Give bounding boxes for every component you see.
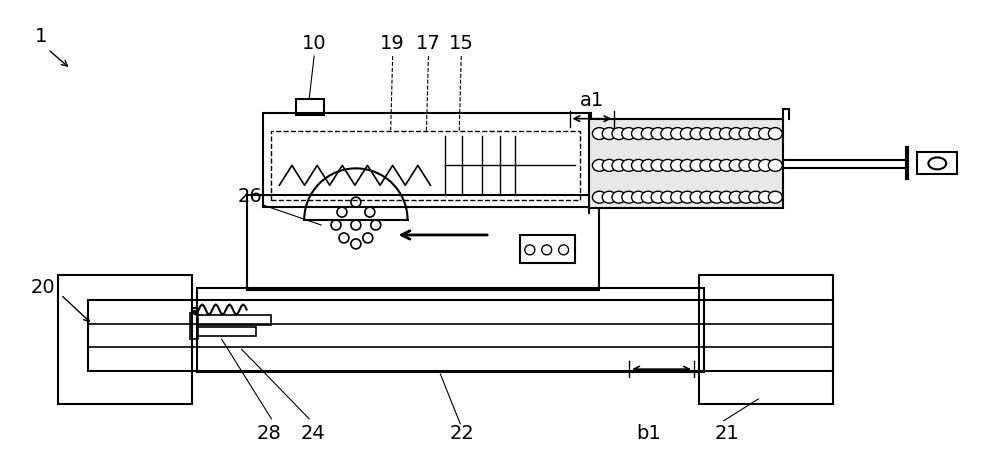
Ellipse shape (661, 159, 675, 171)
Ellipse shape (700, 128, 714, 139)
Ellipse shape (690, 191, 704, 203)
Ellipse shape (749, 159, 763, 171)
Ellipse shape (661, 191, 675, 203)
Bar (520, 235, 575, 263)
Text: 21: 21 (714, 424, 739, 443)
Ellipse shape (729, 191, 743, 203)
Text: 17: 17 (416, 34, 441, 53)
Ellipse shape (729, 128, 743, 139)
Ellipse shape (602, 191, 616, 203)
Ellipse shape (651, 191, 665, 203)
Ellipse shape (739, 191, 753, 203)
Ellipse shape (612, 159, 626, 171)
Ellipse shape (729, 159, 743, 171)
Ellipse shape (690, 128, 704, 139)
Ellipse shape (592, 191, 606, 203)
Ellipse shape (739, 159, 753, 171)
Ellipse shape (612, 128, 626, 139)
Ellipse shape (700, 159, 714, 171)
Bar (247, 195, 599, 290)
Ellipse shape (719, 191, 733, 203)
Ellipse shape (680, 191, 694, 203)
Ellipse shape (661, 128, 675, 139)
Ellipse shape (651, 159, 665, 171)
Ellipse shape (680, 159, 694, 171)
Ellipse shape (602, 159, 616, 171)
Ellipse shape (641, 191, 655, 203)
Text: b1: b1 (637, 424, 661, 443)
Ellipse shape (739, 128, 753, 139)
Ellipse shape (612, 191, 626, 203)
Ellipse shape (759, 159, 772, 171)
Ellipse shape (749, 191, 763, 203)
Ellipse shape (749, 128, 763, 139)
Text: 15: 15 (449, 34, 474, 53)
Text: 19: 19 (380, 34, 405, 53)
Bar (197, 316, 271, 326)
Bar (88, 300, 833, 371)
Ellipse shape (651, 128, 665, 139)
Ellipse shape (719, 128, 733, 139)
Ellipse shape (632, 191, 645, 203)
Ellipse shape (768, 191, 782, 203)
Ellipse shape (928, 158, 946, 169)
Text: 10: 10 (302, 34, 326, 53)
Bar (197, 288, 704, 372)
Ellipse shape (671, 128, 685, 139)
Ellipse shape (700, 191, 714, 203)
Ellipse shape (592, 159, 606, 171)
Ellipse shape (719, 159, 733, 171)
Ellipse shape (671, 159, 685, 171)
Bar (699, 275, 833, 404)
Ellipse shape (622, 159, 636, 171)
Bar (917, 153, 957, 174)
Bar (197, 327, 256, 336)
Ellipse shape (632, 159, 645, 171)
Text: 28: 28 (257, 424, 282, 443)
Bar (58, 275, 192, 404)
Ellipse shape (592, 128, 606, 139)
Text: 1: 1 (35, 27, 47, 46)
Ellipse shape (710, 159, 724, 171)
Text: 26: 26 (237, 187, 262, 206)
Ellipse shape (622, 191, 636, 203)
Text: 24: 24 (301, 424, 326, 443)
Ellipse shape (622, 128, 636, 139)
Ellipse shape (602, 128, 616, 139)
Ellipse shape (768, 128, 782, 139)
Bar (296, 99, 324, 115)
Ellipse shape (671, 191, 685, 203)
Ellipse shape (632, 128, 645, 139)
Ellipse shape (768, 159, 782, 171)
Ellipse shape (641, 128, 655, 139)
Ellipse shape (680, 128, 694, 139)
Ellipse shape (710, 128, 724, 139)
Text: a1: a1 (580, 91, 605, 110)
Ellipse shape (641, 159, 655, 171)
Ellipse shape (710, 191, 724, 203)
Ellipse shape (759, 128, 772, 139)
Ellipse shape (759, 191, 772, 203)
Text: 22: 22 (450, 424, 475, 443)
Ellipse shape (690, 159, 704, 171)
Bar (271, 131, 580, 200)
Bar (263, 113, 591, 207)
Text: 20: 20 (31, 278, 55, 297)
Bar (190, 313, 198, 339)
Bar (589, 118, 783, 208)
